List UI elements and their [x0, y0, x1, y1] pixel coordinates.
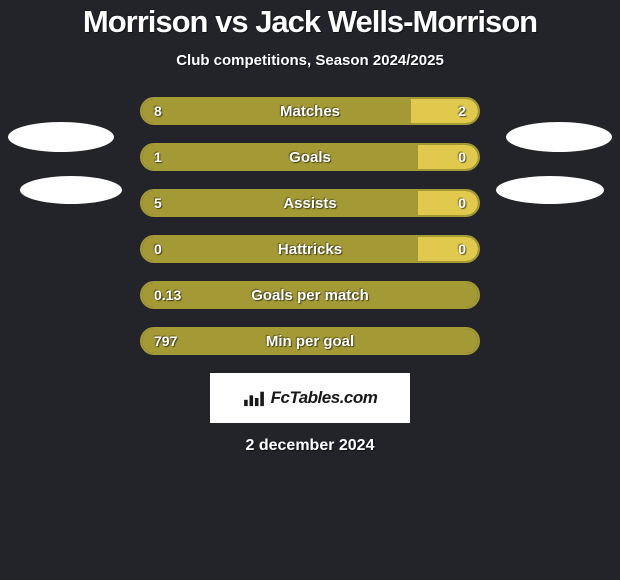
stat-row-goals: Goals10 — [140, 143, 480, 171]
logo-box: FcTables.com — [210, 373, 410, 423]
stat-row-min-per-goal: Min per goal797 — [140, 327, 480, 355]
stat-row-matches: Matches82 — [140, 97, 480, 125]
seg-left — [142, 237, 418, 261]
seg-left — [142, 145, 418, 169]
seg-left — [142, 329, 478, 353]
comparison-chart: Matches82 Goals10 Assists50 Hattricks00 Goal… — [0, 97, 620, 455]
date-label: 2 december 2024 — [0, 437, 620, 455]
stat-row-assists: Assists50 — [140, 189, 480, 217]
seg-left — [142, 283, 478, 307]
page-title: Morrison vs Jack Wells-Morrison — [0, 0, 620, 40]
avatar-mid_left — [20, 176, 122, 204]
seg-left — [142, 191, 418, 215]
subtitle: Club competitions, Season 2024/2025 — [0, 52, 620, 69]
avatar-mid_right — [496, 176, 604, 204]
seg-right — [418, 191, 478, 215]
stat-rows: Matches82 Goals10 Assists50 Hattricks00 Goal… — [140, 97, 480, 355]
avatar-top_left — [8, 122, 114, 152]
seg-left — [142, 99, 411, 123]
stat-row-hattricks: Hattricks00 — [140, 235, 480, 263]
seg-right — [411, 99, 478, 123]
avatar-top_right — [506, 122, 612, 152]
seg-right — [418, 145, 478, 169]
seg-right — [418, 237, 478, 261]
stat-row-goals-per-match: Goals per match0.13 — [140, 281, 480, 309]
logo-text: FcTables.com — [271, 388, 378, 408]
bars-icon — [243, 389, 265, 407]
